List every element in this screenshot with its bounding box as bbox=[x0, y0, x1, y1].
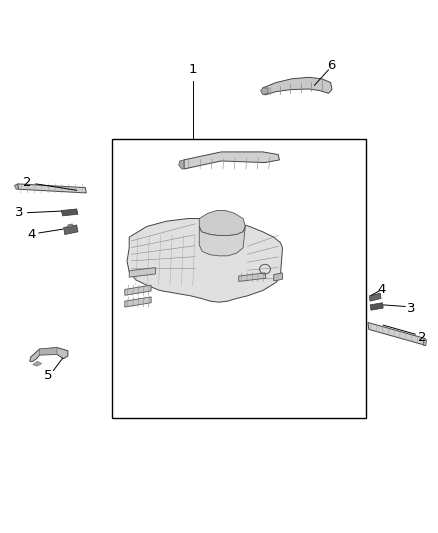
Polygon shape bbox=[125, 285, 151, 295]
Text: 6: 6 bbox=[327, 59, 336, 72]
Text: 2: 2 bbox=[23, 176, 32, 189]
Polygon shape bbox=[239, 273, 266, 281]
Polygon shape bbox=[129, 268, 155, 277]
Polygon shape bbox=[424, 338, 427, 345]
Bar bbox=[112, 139, 366, 418]
Polygon shape bbox=[179, 160, 184, 169]
Polygon shape bbox=[199, 211, 245, 236]
Text: 2: 2 bbox=[417, 331, 426, 344]
Polygon shape bbox=[14, 184, 18, 189]
Text: 3: 3 bbox=[406, 302, 415, 314]
Text: 1: 1 bbox=[188, 63, 197, 76]
Polygon shape bbox=[368, 322, 426, 345]
Polygon shape bbox=[184, 152, 279, 169]
Polygon shape bbox=[125, 297, 151, 307]
Text: 4: 4 bbox=[28, 228, 36, 241]
Polygon shape bbox=[64, 225, 78, 235]
Polygon shape bbox=[369, 293, 381, 301]
Polygon shape bbox=[262, 77, 332, 95]
Polygon shape bbox=[30, 348, 68, 361]
Polygon shape bbox=[199, 227, 245, 256]
Polygon shape bbox=[33, 361, 42, 366]
Polygon shape bbox=[39, 348, 57, 355]
Polygon shape bbox=[274, 273, 283, 281]
Polygon shape bbox=[127, 219, 283, 302]
Polygon shape bbox=[18, 184, 86, 193]
Polygon shape bbox=[261, 88, 268, 95]
Text: 4: 4 bbox=[378, 283, 386, 296]
Polygon shape bbox=[370, 303, 383, 310]
Polygon shape bbox=[61, 209, 78, 216]
Text: 5: 5 bbox=[44, 369, 53, 382]
Polygon shape bbox=[68, 224, 72, 228]
Text: 3: 3 bbox=[15, 206, 24, 219]
